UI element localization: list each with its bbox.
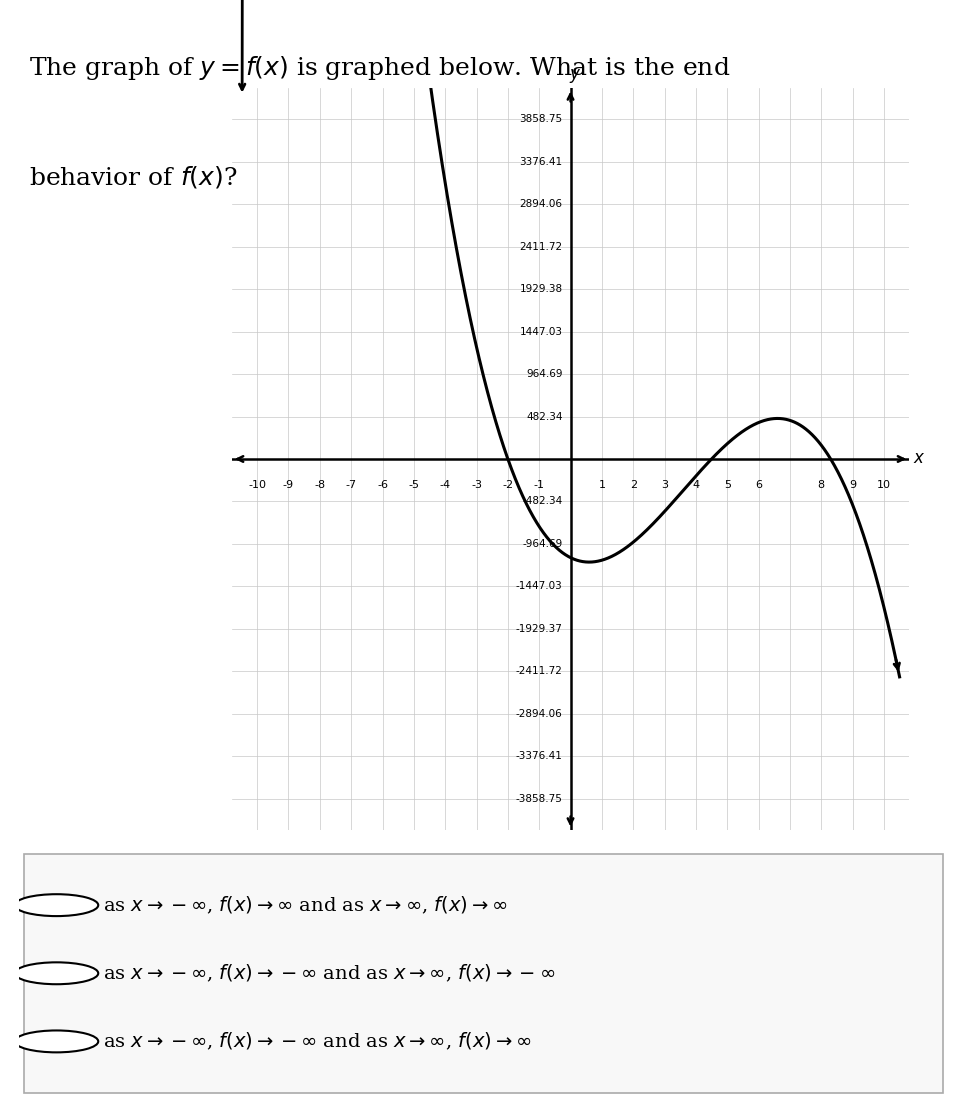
Text: -10: -10 [249,480,266,490]
Text: 5: 5 [723,480,731,490]
Text: -9: -9 [283,480,294,490]
Circle shape [15,1031,99,1053]
Text: 2411.72: 2411.72 [519,242,563,252]
Text: $y$: $y$ [569,67,581,85]
FancyBboxPatch shape [24,854,943,1093]
Text: 3: 3 [661,480,668,490]
Text: -2894.06: -2894.06 [516,709,563,719]
Text: 10: 10 [877,480,891,490]
Text: 964.69: 964.69 [526,369,563,379]
Text: -3376.41: -3376.41 [515,751,563,761]
Text: 2: 2 [630,480,636,490]
Text: 6: 6 [755,480,762,490]
Text: -4: -4 [440,480,451,490]
Text: 3376.41: 3376.41 [519,157,563,167]
Text: as $x \to -\infty$, $f(x) \to \infty$ and as $x \to \infty$, $f(x) \to \infty$: as $x \to -\infty$, $f(x) \to \infty$ an… [103,895,508,916]
Text: -7: -7 [345,480,357,490]
Text: 1: 1 [599,480,605,490]
Text: -6: -6 [377,480,388,490]
Text: -2: -2 [502,480,513,490]
Text: 2894.06: 2894.06 [519,199,563,209]
Text: $x$: $x$ [913,450,925,468]
Text: -1447.03: -1447.03 [516,582,563,592]
Text: -8: -8 [314,480,325,490]
Text: -2411.72: -2411.72 [515,666,563,676]
Text: -964.69: -964.69 [522,539,563,549]
Circle shape [15,962,99,984]
Text: behavior of $f(x)$?: behavior of $f(x)$? [29,164,238,190]
Text: -3858.75: -3858.75 [515,794,563,804]
Text: -1929.37: -1929.37 [515,624,563,634]
Text: 482.34: 482.34 [526,411,563,421]
Text: 3858.75: 3858.75 [519,114,563,124]
Text: -5: -5 [408,480,420,490]
Text: 1929.38: 1929.38 [519,284,563,294]
Text: -3: -3 [471,480,482,490]
Text: The graph of $y = f(x)$ is graphed below. What is the end: The graph of $y = f(x)$ is graphed below… [29,54,730,82]
Text: 9: 9 [849,480,856,490]
Text: 1447.03: 1447.03 [519,326,563,336]
Text: -482.34: -482.34 [522,497,563,507]
Text: 8: 8 [818,480,825,490]
Text: as $x \to -\infty$, $f(x) \to -\infty$ and as $x \to \infty$, $f(x) \to \infty$: as $x \to -\infty$, $f(x) \to -\infty$ a… [103,1031,531,1052]
Text: as $x \to -\infty$, $f(x) \to -\infty$ and as $x \to \infty$, $f(x) \to -\infty$: as $x \to -\infty$, $f(x) \to -\infty$ a… [103,962,555,984]
Text: 4: 4 [692,480,699,490]
Circle shape [15,894,99,916]
Text: -1: -1 [534,480,544,490]
